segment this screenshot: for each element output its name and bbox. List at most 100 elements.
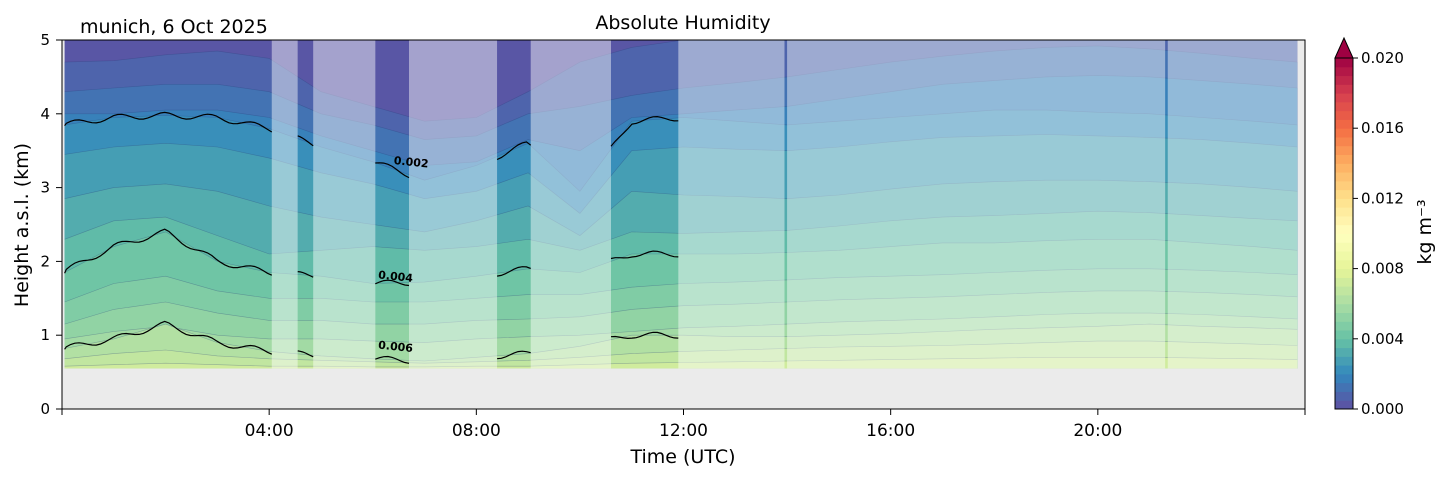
humidity-isoline [64,231,1298,284]
humidity-isoline [64,290,1298,325]
colorbar-segment [1335,365,1353,375]
cloud-mask [678,40,785,369]
humidity-isoline [64,40,1298,122]
colorbar-segment [1335,75,1353,85]
y-tick-label: 1 [40,326,50,344]
humidity-isoline [64,357,1298,368]
contour-line [496,141,532,161]
x-axis: 04:00 08:00 12:00 16:00 20:00 [61,409,1306,441]
y-tick-label: 2 [40,252,50,270]
cloud-mask-group [271,40,1298,369]
colorbar-segment [1335,119,1353,129]
colorbar-tick-label: 0.020 [1361,49,1404,67]
colorbar-segment [1335,294,1353,305]
x-tick-label: 12:00 [659,421,708,441]
y-tick-label: 0 [40,400,50,418]
colorbar-segment [1335,172,1353,182]
contour-line [375,355,410,364]
humidity-isoline [64,75,1298,166]
colorbar-segment [1335,58,1353,68]
colorbar-segment [1335,251,1353,261]
colorbar-segment [1335,110,1353,120]
colorbar-segment [1335,233,1353,243]
humidity-isoline [64,179,1298,236]
colorbar-tick-label: 0.012 [1361,189,1404,207]
colorbar-segment [1335,66,1353,77]
colorbar-segment [1335,347,1353,357]
colorbar-label: kg m⁻³ [1414,199,1436,264]
colorbar-segment [1335,215,1353,226]
cloud-mask [1167,40,1298,369]
humidity-isoline [64,312,1298,343]
contour-label: 0.006 [378,339,414,356]
chart-title: Absolute Humidity [595,12,770,34]
colorbar-segment [1335,321,1353,331]
contour-line [497,350,531,360]
colorbar-segment [1335,180,1353,191]
cloud-mask [787,40,1166,369]
plot-area: 0.002 0.004 0.006 [62,40,1305,409]
humidity-isoline [64,210,1298,255]
humidity-isoline [64,45,1298,140]
contour-line [610,250,679,260]
contour-line [375,279,410,287]
colorbar-tick-label: 0.008 [1361,260,1404,278]
colorbar-segment [1335,259,1353,270]
humidity-isoline [64,109,1298,192]
colorbar-segment [1335,128,1353,138]
x-tick-label: 16:00 [866,421,915,441]
colorbar-segment [1335,145,1353,156]
contour-line [297,135,314,147]
contour-line [497,266,531,277]
colorbar-segment [1335,330,1353,340]
cloud-mask [409,40,498,369]
humidity-isoline [64,268,1298,303]
y-tick-label: 3 [40,179,50,197]
colorbar: 0.000 0.004 0.008 0.012 0.016 0.020 [1334,36,1404,418]
colorbar-segment [1335,382,1353,392]
contour-line [64,111,273,133]
colorbar-segment [1335,268,1353,278]
colorbar-segment [1335,277,1353,287]
x-tick-label: 04:00 [245,421,294,441]
colorbar-segment [1335,84,1353,94]
contour-line [64,228,273,276]
colorbar-segment [1335,286,1353,296]
y-axis-title: Height a.s.l. (km) [11,143,33,307]
contour-line [297,350,314,358]
humidity-isoline [64,323,1298,362]
colorbar-segment [1335,242,1353,252]
contour-label: 0.002 [393,154,429,171]
colorbar-frame [1334,57,1354,410]
colorbar-tick-label: 0.004 [1361,330,1404,348]
colorbar-segment [1335,224,1353,234]
x-axis-title: Time (UTC) [629,446,735,468]
colorbar-segment [1335,163,1353,173]
colorbar-segment [1335,93,1353,103]
location-date-label: munich, 6 Oct 2025 [80,16,268,38]
humidity-band [64,357,1298,369]
colorbar-segment [1335,373,1353,384]
colorbar-segment [1335,154,1353,164]
colorbar-segment [1335,189,1353,199]
contour-line [610,115,679,147]
cloud-mask [271,40,298,369]
humidity-isoline [64,340,1298,364]
colorbar-segment [1335,400,1353,410]
x-tick-label: 08:00 [452,421,501,441]
colorbar-extend-arrow [1334,36,1354,59]
colorbar-segment [1335,101,1353,112]
colorbar-tick-label: 0.016 [1361,119,1404,137]
humidity-isoline [64,134,1298,214]
colorbar-segment [1335,338,1353,349]
y-axis: 0 1 2 3 4 5 [40,31,62,418]
cloud-mask [313,40,376,369]
cloud-mask [530,40,611,369]
y-tick-label: 5 [40,31,50,49]
colorbar-segment [1335,207,1353,217]
colorbar-segment [1335,391,1353,401]
colorbar-segment [1335,136,1353,147]
contour-line [64,320,273,355]
contour-line [375,162,410,179]
